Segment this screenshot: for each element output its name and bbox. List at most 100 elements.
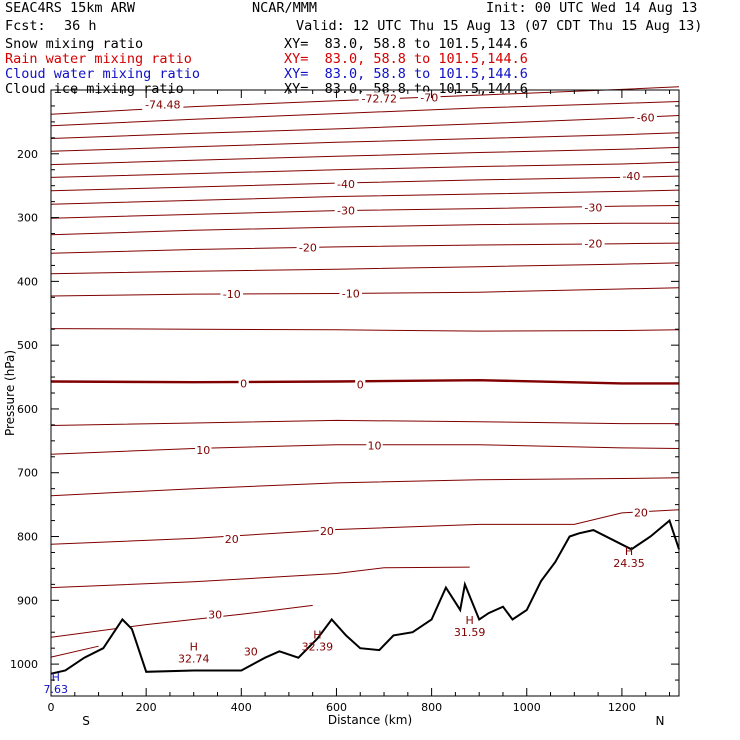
contour-line-35 [50, 645, 99, 658]
forecast-label: Fcst: [5, 18, 46, 34]
contour-label: -60 [637, 111, 655, 124]
terrain-fill [51, 520, 679, 696]
contour-label-bg [358, 92, 400, 105]
contour-label-bg [242, 645, 260, 658]
field-label-snow: Snow mixing ratio [5, 36, 144, 52]
contour-label-bg [355, 378, 366, 391]
contour-labels: -74.48 -72.72 -70 -60 -40 -40 -30 -30 -20 -20 -10 -… [142, 91, 657, 658]
contour-line-10 [50, 444, 680, 455]
high-marker-value: 24.35 [613, 557, 645, 570]
contour-line-minus40 [50, 175, 680, 192]
forecast-hours: 36 h [64, 18, 97, 34]
contour-line-15 [50, 477, 680, 497]
contour-label-bg [632, 506, 650, 519]
endpoint-label-south: S [82, 714, 90, 728]
contour-line-minus65 [50, 101, 680, 127]
contour-label-bg [142, 98, 184, 111]
x-tick-label: 1200 [608, 701, 636, 714]
init-time: Init: 00 UTC Wed 14 Aug 13 [486, 0, 698, 16]
x-tick-label: 1000 [513, 701, 541, 714]
contour-line-minus10 [50, 287, 680, 297]
contour-label: 0 [240, 377, 247, 390]
field-xy-rain: XY= 83.0, 58.8 to 101.5,144.6 [284, 51, 528, 67]
contour-label-bg [582, 237, 605, 250]
contour-line-30 [50, 604, 313, 638]
contour-line-minus25 [50, 222, 679, 236]
contour-label-bg [223, 533, 240, 546]
contour-label-bg [220, 288, 244, 301]
high-marker-letter: H [466, 614, 474, 627]
model-title: SEAC4RS 15km ARW [5, 0, 136, 16]
high-marker-letter: H [313, 629, 321, 642]
contour-label-bg [318, 524, 336, 537]
valid-time: Valid: 12 UTC Thu 15 Aug 13 (07 CDT Thu … [296, 18, 703, 34]
high-marker-letter: H [52, 671, 60, 684]
x-tick-label: 200 [136, 701, 157, 714]
contour-label: 20 [225, 533, 239, 546]
contour-line-minus20 [50, 242, 680, 254]
y-tick-label: 600 [17, 403, 38, 416]
y-tick-label: 200 [17, 148, 38, 161]
field-label-cloud-water: Cloud water mixing ratio [5, 66, 201, 82]
y-tick-label: 1000 [10, 658, 38, 671]
contour-label: -20 [299, 242, 317, 255]
contour-line-minus60 [50, 115, 680, 139]
contour-label-bg [334, 204, 358, 217]
contour-line-20 [50, 509, 680, 545]
y-axis-label: Pressure (hPa) [3, 350, 17, 436]
contour-label: 30 [244, 645, 258, 658]
contour-label: 20 [320, 525, 334, 538]
terrain-profile [50, 518, 680, 696]
contour-label-bg [206, 608, 224, 621]
contour-line-5 [50, 419, 679, 426]
contour-line-minus5 [50, 328, 680, 332]
contour-label-bg [238, 377, 249, 390]
x-tick-label: 600 [326, 701, 347, 714]
high-marker-letter: H [190, 641, 198, 654]
x-tick-label: 0 [48, 701, 55, 714]
contour-label-bg [334, 177, 358, 190]
contour-line-minus30 [50, 205, 680, 219]
contour-label: -74.48 [145, 99, 180, 112]
contour-line-minus45 [50, 161, 680, 178]
y-tick-label: 400 [17, 275, 38, 288]
field-xy-cloud-water: XY= 83.0, 58.8 to 101.5,144.6 [284, 66, 528, 82]
y-tick-label: 800 [17, 531, 38, 544]
contour-line-minus35 [50, 189, 680, 205]
contour-label: 10 [196, 444, 210, 457]
contour-label: -30 [337, 205, 355, 218]
contour-label: -10 [223, 288, 241, 301]
y-tick-label: 500 [17, 339, 38, 352]
high-marker-letter: H [625, 545, 633, 558]
contour-label-bg [366, 439, 383, 452]
contour-label: -72.72 [362, 92, 397, 105]
contour-label: -40 [622, 170, 640, 183]
contour-label-bg [417, 91, 441, 104]
contour-label: -20 [584, 238, 602, 251]
contour-label-bg [296, 241, 320, 254]
x-tick-label: 800 [421, 701, 442, 714]
high-marker-value: 7.63 [44, 683, 69, 696]
contour-label-bg [582, 201, 605, 214]
center-name: NCAR/MMM [252, 0, 318, 16]
contour-label: -40 [337, 178, 355, 191]
y-tick-label: 700 [17, 467, 38, 480]
contour-label: 0 [357, 379, 364, 392]
high-marker-value: 31.59 [454, 626, 486, 639]
contour-label: -30 [584, 201, 602, 214]
contour-line-minus15 [50, 262, 680, 275]
high-marker-value: 32.74 [178, 653, 210, 666]
y-tick-label: 300 [17, 212, 38, 225]
high-marker-value: 32.39 [302, 641, 334, 654]
contour-label: 30 [208, 608, 222, 621]
field-xy-snow: XY= 83.0, 58.8 to 101.5,144.6 [284, 36, 528, 52]
terrain-line [50, 518, 680, 675]
contour-line-minus50 [50, 146, 680, 166]
contour-label-bg [620, 170, 643, 183]
x-axis-label: Distance (km) [328, 713, 412, 727]
contour-line-25 [50, 566, 470, 589]
y-tick-label: 900 [17, 594, 38, 607]
